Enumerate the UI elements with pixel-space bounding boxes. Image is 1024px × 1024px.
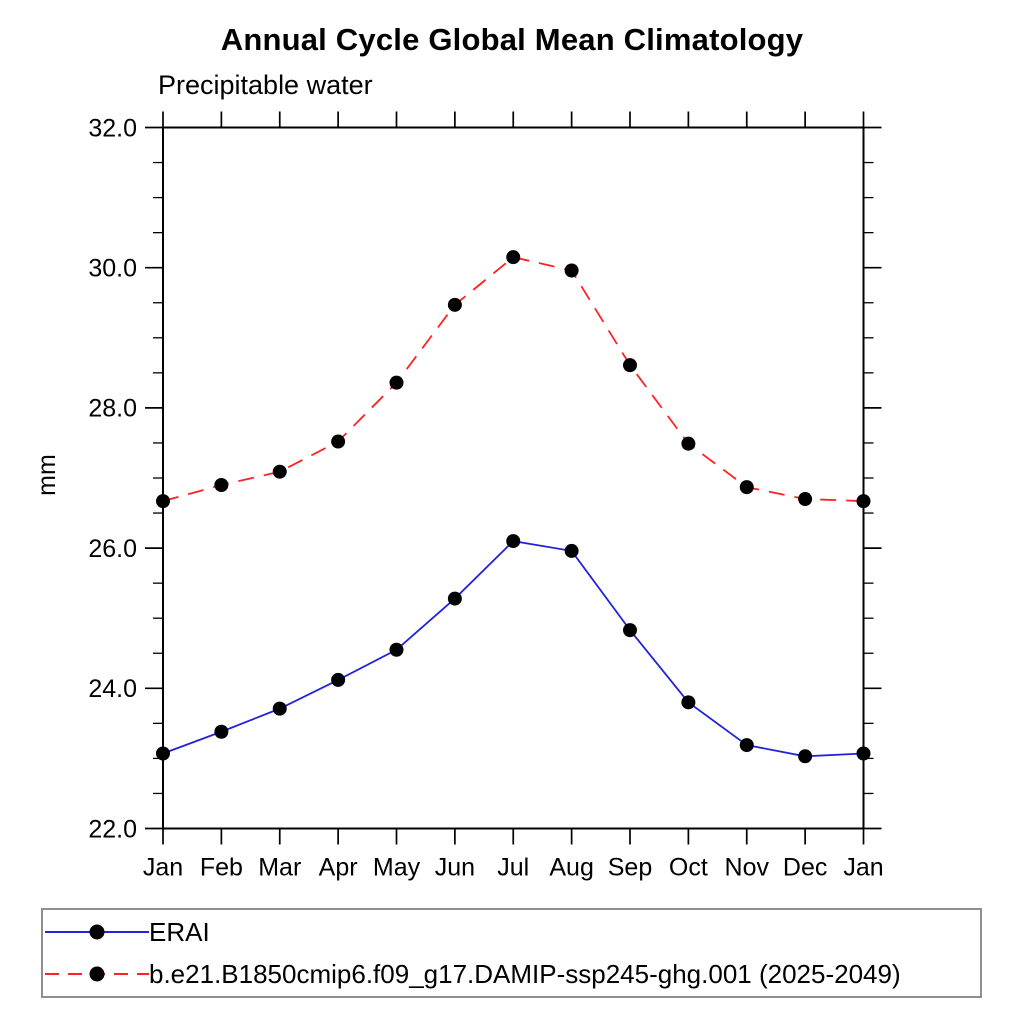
x-tick-label: May bbox=[373, 854, 421, 882]
y-tick-label: 32.0 bbox=[88, 114, 137, 142]
x-tick-label: Feb bbox=[200, 854, 243, 882]
data-point-1-Oct bbox=[681, 436, 696, 451]
x-tick-label: Jun bbox=[435, 854, 475, 882]
series-line-1 bbox=[162, 256, 864, 503]
x-tick-label: Dec bbox=[783, 854, 827, 882]
data-point-0-Oct bbox=[681, 695, 696, 710]
data-point-0-Dec bbox=[798, 749, 813, 764]
y-tick-label: 26.0 bbox=[88, 535, 137, 563]
data-point-0-Jul bbox=[506, 534, 521, 549]
x-tick-label: Jan bbox=[843, 854, 883, 882]
x-tick-label: Nov bbox=[725, 854, 770, 882]
legend-line-sample-0 bbox=[45, 924, 149, 940]
x-tick-label: Jul bbox=[497, 854, 529, 882]
legend-item-0: ERAI bbox=[43, 912, 980, 952]
data-point-1-Nov bbox=[739, 480, 754, 495]
x-tick-label: Jan bbox=[143, 854, 183, 882]
data-point-1-Dec bbox=[798, 492, 813, 507]
legend-label-0: ERAI bbox=[149, 916, 210, 947]
x-tick-label: Oct bbox=[669, 854, 708, 882]
data-point-0-Jun bbox=[447, 591, 462, 606]
data-point-1-Mar bbox=[272, 464, 287, 479]
data-point-1-Aug bbox=[564, 263, 579, 278]
legend-label-1: b.e21.B1850cmip6.f09_g17.DAMIP-ssp245-gh… bbox=[149, 958, 901, 989]
data-point-1-Sep bbox=[623, 358, 637, 373]
legend-item-1: b.e21.B1850cmip6.f09_g17.DAMIP-ssp245-gh… bbox=[43, 954, 980, 994]
data-point-0-Feb bbox=[214, 724, 229, 739]
legend-marker-1 bbox=[89, 966, 105, 982]
data-point-1-Apr bbox=[331, 434, 346, 449]
data-point-1-May bbox=[389, 375, 404, 390]
chart-title: Annual Cycle Global Mean Climatology bbox=[220, 22, 804, 57]
y-tick-label: 24.0 bbox=[88, 675, 137, 703]
data-point-0-Apr bbox=[331, 672, 346, 687]
data-point-1-Jun bbox=[447, 297, 462, 312]
x-tick-label: Mar bbox=[258, 854, 301, 882]
data-point-1-Jan bbox=[856, 494, 871, 509]
data-point-1-Jan bbox=[156, 494, 170, 509]
data-point-1-Feb bbox=[214, 478, 229, 493]
data-point-1-Jul bbox=[506, 250, 521, 265]
y-tick-label: 30.0 bbox=[88, 254, 137, 282]
plot-border bbox=[162, 126, 865, 830]
y-tick-label: 22.0 bbox=[88, 815, 137, 843]
data-point-0-Sep bbox=[623, 623, 637, 638]
data-point-0-Jan bbox=[856, 746, 871, 761]
legend-line-sample-1 bbox=[45, 966, 149, 982]
data-point-0-Nov bbox=[739, 738, 754, 753]
data-point-0-Aug bbox=[564, 543, 579, 558]
data-point-0-Jan bbox=[156, 746, 170, 761]
data-point-0-Mar bbox=[272, 701, 287, 716]
series-line-0 bbox=[162, 540, 864, 758]
chart-subtitle: Precipitable water bbox=[158, 70, 373, 100]
y-tick-label: 28.0 bbox=[88, 395, 137, 423]
x-tick-label: Aug bbox=[549, 854, 593, 882]
legend: ERAI b.e21.B1850cmip6.f09_g17.DAMIP-ssp24… bbox=[41, 908, 982, 998]
x-tick-label: Sep bbox=[608, 854, 652, 882]
legend-marker-0 bbox=[89, 924, 105, 940]
x-tick-label: Apr bbox=[319, 854, 358, 882]
data-point-0-May bbox=[389, 642, 404, 657]
